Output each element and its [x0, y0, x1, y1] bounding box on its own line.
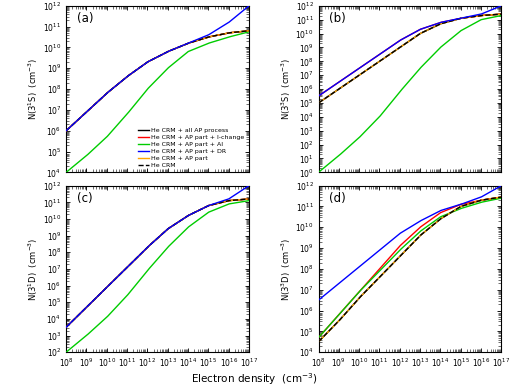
Y-axis label: N(3$^3$D)  (cm$^{-3}$): N(3$^3$D) (cm$^{-3}$): [279, 237, 293, 301]
Text: (b): (b): [329, 12, 346, 26]
Legend: He CRM + all AP process, He CRM + AP part + l-change, He CRM + AP part + AI, He : He CRM + all AP process, He CRM + AP par…: [136, 127, 246, 169]
Text: Electron density  (cm$^{-3}$): Electron density (cm$^{-3}$): [191, 372, 318, 387]
Y-axis label: N(3$^1$S)  (cm$^{-3}$): N(3$^1$S) (cm$^{-3}$): [27, 58, 40, 120]
Text: (c): (c): [77, 192, 93, 205]
Text: (a): (a): [77, 12, 94, 26]
Y-axis label: N(3$^1$D)  (cm$^{-3}$): N(3$^1$D) (cm$^{-3}$): [27, 237, 40, 301]
Text: (d): (d): [329, 192, 346, 205]
Y-axis label: N(3$^3$S)  (cm$^{-3}$): N(3$^3$S) (cm$^{-3}$): [279, 58, 293, 120]
